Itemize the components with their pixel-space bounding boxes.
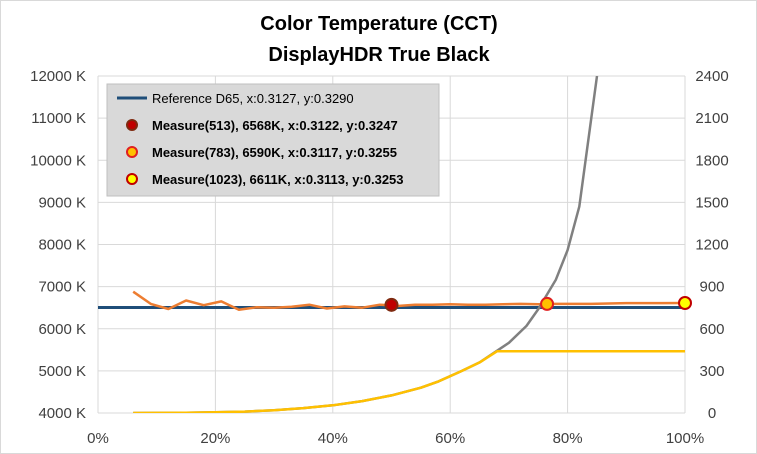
y-right-tick-label: 2100	[695, 110, 728, 127]
y-right-tick-label: 1800	[695, 152, 728, 169]
y-right-tick-label: 0	[708, 405, 716, 422]
y-left-tick-label: 6000 K	[38, 321, 86, 338]
y-left-tick-label: 12000 K	[30, 68, 86, 85]
legend-box	[106, 83, 440, 197]
legend-label: Measure(513), 6568K, x:0.3122, y:0.3247	[152, 118, 398, 133]
axes: 4000 K 5000 K 6000 K 7000 K 8000 K 9000 K 1000…	[30, 68, 729, 447]
x-tick-label: 100%	[666, 430, 704, 447]
x-tick-label: 20%	[200, 430, 230, 447]
data-point	[384, 297, 399, 312]
data-point	[540, 296, 555, 311]
y-left-tick-label: 10000 K	[30, 152, 86, 169]
chart-subtitle: DisplayHDR True Black	[268, 44, 490, 66]
legend-label: Reference D65, x:0.3127, y:0.3290	[152, 91, 354, 106]
x-tick-label: 80%	[553, 430, 583, 447]
y-right-tick-label: 600	[699, 321, 724, 338]
legend-marker-swatch	[126, 146, 138, 158]
chart-title: Color Temperature (CCT)	[260, 13, 497, 35]
x-tick-label: 60%	[435, 430, 465, 447]
y-left-tick-label: 5000 K	[38, 363, 86, 380]
y-right-tick-label: 300	[699, 363, 724, 380]
y-right-tick-label: 2400	[695, 68, 728, 85]
y-left-tick-label: 8000 K	[38, 237, 86, 254]
legend-label: Measure(1023), 6611K, x:0.3113, y:0.3253	[152, 172, 404, 187]
y-left-tick-label: 4000 K	[38, 405, 86, 422]
y-right-tick-label: 900	[699, 279, 724, 296]
data-point	[678, 296, 692, 311]
legend-marker-swatch	[126, 119, 138, 131]
y-left-tick-label: 9000 K	[38, 194, 86, 211]
y-left-tick-label: 11000 K	[31, 110, 86, 127]
x-tick-label: 0%	[87, 430, 109, 447]
y-left-tick-label: 7000 K	[38, 279, 86, 296]
legend-label: Measure(783), 6590K, x:0.3117, y:0.3255	[152, 145, 397, 160]
y-right-tick-label: 1500	[695, 194, 728, 211]
x-tick-label: 40%	[318, 430, 348, 447]
series-line	[133, 349, 685, 413]
series-line	[132, 290, 685, 312]
series-group	[98, 76, 692, 413]
legend-marker-swatch	[126, 173, 138, 185]
y-right-tick-label: 1200	[695, 237, 728, 254]
legend: Reference D65, x:0.3127, y:0.3290 Measure…	[106, 83, 440, 197]
